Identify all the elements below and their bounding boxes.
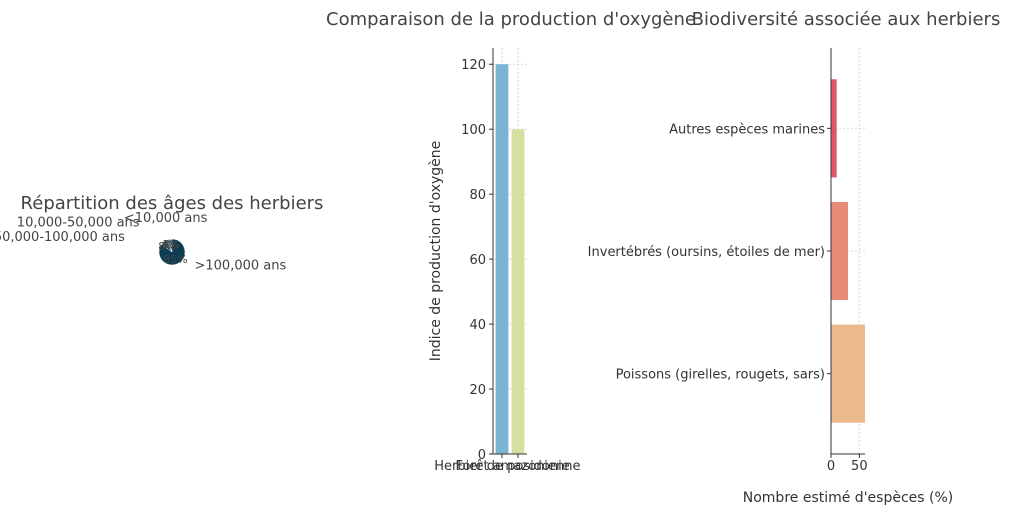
- pie-slice-100-000-ans: [158, 238, 186, 266]
- pie-pct-100-000-ans: 85%: [163, 253, 187, 266]
- bar-ytick-label-0: 0: [478, 448, 486, 463]
- bar-ytick-label-100: 100: [461, 123, 486, 138]
- bar-for-t-amazonienne: [511, 129, 525, 454]
- bar-ytick-label-120: 120: [461, 58, 486, 73]
- biodiversity-bar-chart: Biodiversité associée aux herbiers Poiss…: [588, 9, 1001, 506]
- pie-label-10-000-50-000-ans: 10,000-50,000 ans: [17, 215, 140, 230]
- bar-ylabel: Indice de production d'oxygène: [428, 141, 444, 362]
- hbar-invert-br-s-oursins-toiles-de-mer: [831, 201, 848, 301]
- bar-xtick-label-herbier-de-posidonie: Herbier de posidonie: [434, 459, 569, 474]
- bar-ytick-label-60: 60: [469, 253, 486, 268]
- bar-ytick-label-20: 20: [469, 383, 486, 398]
- bar-herbier-de-posidonie: [495, 64, 509, 455]
- pie-label-50-000-100-000-ans: 50,000-100,000 ans: [0, 230, 125, 245]
- pie-pct-50-000-100-000-ans: 8%: [158, 240, 175, 253]
- pie-chart: Répartition des âges des herbiers <10,00…: [0, 193, 323, 274]
- hbar-autres-esp-ces-marines: [831, 79, 837, 178]
- bar-ytick-label-40: 40: [469, 318, 486, 333]
- pie-label-100-000-ans: >100,000 ans: [194, 259, 286, 274]
- hbar-ytick-label-poissons-girelles-rougets-sars: Poissons (girelles, rougets, sars): [616, 368, 825, 383]
- bar-xtick-label-for-t-amazonienne: Forêt amazonienne: [456, 459, 581, 474]
- pie-title: Répartition des âges des herbiers: [21, 193, 324, 214]
- hbar-title: Biodiversité associée aux herbiers: [692, 9, 1001, 30]
- oxygen-bar-chart: Comparaison de la production d'oxygène 0…: [326, 9, 696, 474]
- bar-ytick-label-80: 80: [469, 188, 486, 203]
- hbar-xtick-label-0: 0: [827, 459, 835, 474]
- pie-label-10-000-ans: <10,000 ans: [124, 211, 208, 226]
- hbar-ytick-label-invert-br-s-oursins-toiles-de-mer: Invertébrés (oursins, étoiles de mer): [588, 245, 825, 260]
- hbar-ytick-label-autres-esp-ces-marines: Autres espèces marines: [669, 122, 825, 137]
- hbar-poissons-girelles-rougets-sars: [831, 324, 865, 423]
- hbar-xtick-label-50: 50: [851, 459, 868, 474]
- pie-pct-10-000-50-000-ans: 4%: [161, 239, 178, 252]
- pie-pct-10-000-ans: 3%: [163, 238, 180, 251]
- bar-title: Comparaison de la production d'oxygène: [326, 9, 696, 30]
- hbar-xlabel: Nombre estimé d'espèces (%): [743, 490, 954, 506]
